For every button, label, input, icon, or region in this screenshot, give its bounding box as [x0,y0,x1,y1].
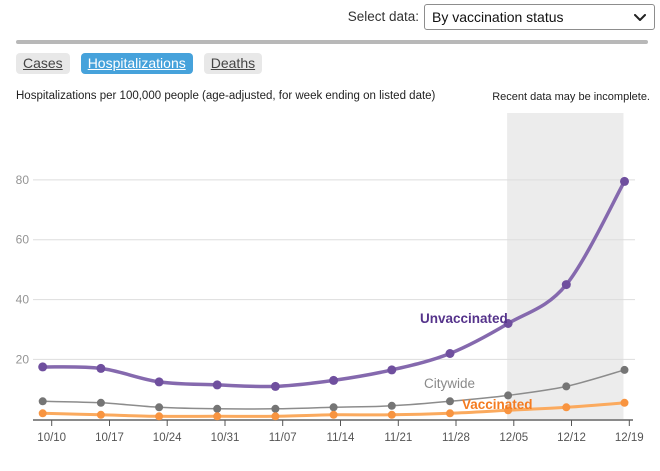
incomplete-band [507,113,624,420]
tab-bar: Cases Hospitalizations Deaths [16,53,263,74]
y-axis-label: 60 [16,233,30,247]
x-axis-label: 11/21 [384,432,412,444]
series-label-unvaccinated: Unvaccinated [420,311,508,326]
select-data-dropdown-wrap: By vaccination status [424,4,655,30]
select-data-dropdown[interactable]: By vaccination status [424,4,655,30]
y-axis-label: 20 [16,352,30,366]
x-axis-label: 11/07 [269,432,297,444]
tab-deaths[interactable]: Deaths [203,53,263,74]
series-citywide [38,365,629,413]
y-grid: 20 40 60 80 [16,173,635,366]
series-unvaccinated [38,176,629,391]
x-axis-label: 12/05 [499,432,528,444]
x-axis-label: 10/24 [153,432,182,444]
divider [16,40,648,44]
x-axis-label: 12/19 [615,432,644,444]
x-axis-label: 10/10 [37,432,66,444]
x-axis-label: 10/31 [211,432,240,444]
tab-cases[interactable]: Cases [16,53,70,74]
x-axis-label: 11/14 [327,432,356,444]
series-vaccinated [38,398,629,421]
series-label-vaccinated: Vaccinated [462,397,533,412]
x-axis-label: 12/12 [557,432,586,444]
x-axis-label: 11/28 [442,432,470,444]
x-axis: 10/10 10/17 10/24 10/31 11/07 11/14 11/21 11/28… [33,419,644,444]
x-axis-label: 10/17 [95,432,124,444]
incomplete-data-note: Recent data may be incomplete. [492,91,650,103]
y-axis-label: 80 [16,173,30,187]
chart-subtitle: Hospitalizations per 100,000 people (age… [16,90,436,102]
tab-hospitalizations[interactable]: Hospitalizations [80,53,193,74]
y-axis-label: 40 [16,293,30,307]
series-label-citywide: Citywide [424,376,475,391]
select-data-label: Select data: [347,9,419,24]
